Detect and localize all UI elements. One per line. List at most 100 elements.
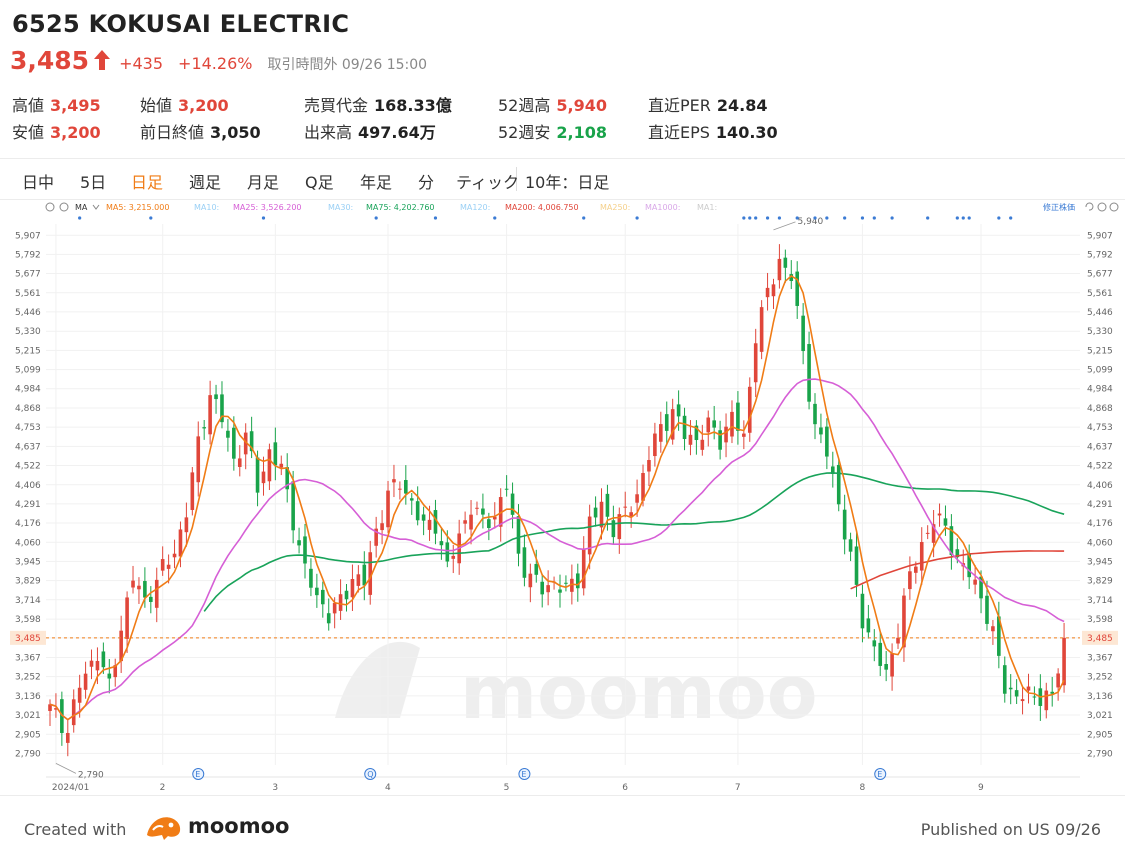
y-tick-label-left: 4,984 xyxy=(15,385,41,395)
candle xyxy=(914,561,918,584)
candle-body xyxy=(564,582,568,584)
y-tick-label-left: 4,291 xyxy=(15,500,41,510)
tab-7[interactable]: 分 xyxy=(418,173,435,192)
moomoo-mascot-icon xyxy=(147,817,181,840)
candle xyxy=(190,467,195,516)
stat-label: 売買代金 xyxy=(304,96,369,115)
candle xyxy=(593,496,598,527)
current-price-label: 3,485 xyxy=(1087,634,1113,644)
candle xyxy=(682,407,687,451)
price-change-percent: +14.26% xyxy=(178,54,253,73)
tab-3[interactable]: 週足 xyxy=(189,173,222,192)
news-dot xyxy=(261,216,266,220)
news-dot xyxy=(777,216,782,220)
tab-6[interactable]: 年足 xyxy=(360,173,393,192)
y-tick-label-left: 4,406 xyxy=(15,481,41,491)
candle-body xyxy=(991,626,995,632)
candle-body xyxy=(581,549,586,589)
candle xyxy=(902,588,906,662)
price-chart[interactable]: moomoo 5,907 5,907 5,792 5,792 5,677 5,677 5,56… xyxy=(0,198,1125,795)
stat-8: 52週安 2,108 xyxy=(498,119,607,143)
quote-header: 6525 KOKUSAI ELECTRIC 3,485 +435 +14.26%… xyxy=(0,0,1125,158)
candle-body xyxy=(71,699,76,726)
candle-body xyxy=(409,498,414,501)
event-marker-label: E xyxy=(877,770,882,779)
candle xyxy=(795,261,800,319)
candle xyxy=(1050,676,1055,707)
market-status: 取引時間外 09/26 15:00 xyxy=(267,57,428,73)
news-dot xyxy=(843,216,847,220)
news-dot xyxy=(955,216,959,220)
candle xyxy=(208,380,212,445)
news-dot xyxy=(754,216,758,220)
stat-0: 高値 3,495 xyxy=(12,92,101,116)
stat-3: 52週高 5,940 xyxy=(498,92,607,116)
candle-body xyxy=(445,542,450,562)
min-annotation-line xyxy=(55,763,77,774)
candle-body xyxy=(208,395,212,435)
candle xyxy=(149,586,153,614)
candle xyxy=(48,699,52,726)
candle-body xyxy=(635,494,639,503)
candle-body xyxy=(404,480,408,494)
candle-body xyxy=(392,479,396,483)
candle xyxy=(392,464,396,498)
candle-body xyxy=(255,457,260,493)
candle xyxy=(659,411,663,453)
candle-body xyxy=(605,493,610,517)
tab-9[interactable]: 10年：日足 xyxy=(525,173,610,192)
tab-2[interactable]: 日足 xyxy=(131,173,164,192)
tab-8[interactable]: ティック xyxy=(456,173,520,192)
watermark-text: moomoo xyxy=(460,650,818,736)
tab-0[interactable]: 日中 xyxy=(22,173,55,192)
y-tick-label-right: 4,291 xyxy=(1087,500,1113,510)
stat-5: 安値 3,200 xyxy=(12,119,101,143)
candle-body xyxy=(1020,699,1025,702)
candle xyxy=(997,601,1001,669)
candle-body xyxy=(285,467,290,490)
candle-body xyxy=(107,673,112,679)
candle xyxy=(409,492,414,515)
tab-5[interactable]: Q足 xyxy=(305,173,334,192)
y-tick-label-left: 2,905 xyxy=(15,730,41,740)
zoom-in-icon xyxy=(1109,202,1119,212)
candle xyxy=(540,574,545,608)
candle-body xyxy=(955,549,960,558)
candle-body xyxy=(1062,637,1066,686)
candle-body xyxy=(587,516,592,555)
candle xyxy=(178,521,183,568)
x-tick-label: 7 xyxy=(735,783,741,793)
tab-4[interactable]: 月足 xyxy=(247,173,280,192)
y-tick-label-left: 3,598 xyxy=(15,615,41,625)
candle-body xyxy=(243,432,248,455)
candle-body xyxy=(866,618,871,633)
candle-body xyxy=(1056,673,1060,688)
candle-body xyxy=(427,519,432,530)
x-tick-label: 5 xyxy=(504,783,510,793)
ma-toolbar[interactable]: MA MA5: 3,215.000 MA10: MA25: 3,526.200 MA30… xyxy=(45,202,717,212)
price-change: +435 xyxy=(119,54,164,73)
candle xyxy=(137,577,141,604)
ma-legend-item: MA25: 3,526.200 xyxy=(233,203,302,212)
candle-body xyxy=(309,568,313,588)
candle xyxy=(320,581,325,618)
current-price-badge-left xyxy=(10,630,46,645)
y-tick-label-left: 4,753 xyxy=(15,423,41,433)
candle xyxy=(819,413,823,444)
candle-body xyxy=(878,642,883,666)
candle-body xyxy=(303,536,307,564)
candle-body xyxy=(125,597,129,639)
candle xyxy=(273,427,278,481)
y-tick-label-right: 3,021 xyxy=(1087,711,1113,721)
candle-body xyxy=(202,427,206,429)
news-dot xyxy=(795,216,799,220)
adjusted-price-toggle[interactable]: 修正株価 xyxy=(1043,202,1075,212)
tab-1[interactable]: 5日 xyxy=(80,173,107,192)
ma-selector-label: MA xyxy=(75,203,88,212)
y-tick-label-left: 3,829 xyxy=(15,577,41,587)
candle xyxy=(492,502,497,529)
candle xyxy=(581,536,586,596)
candle-body xyxy=(291,481,295,531)
y-tick-label-left: 3,252 xyxy=(15,673,41,683)
ma-legend-item: MA200: 4,006.750 xyxy=(505,203,579,212)
